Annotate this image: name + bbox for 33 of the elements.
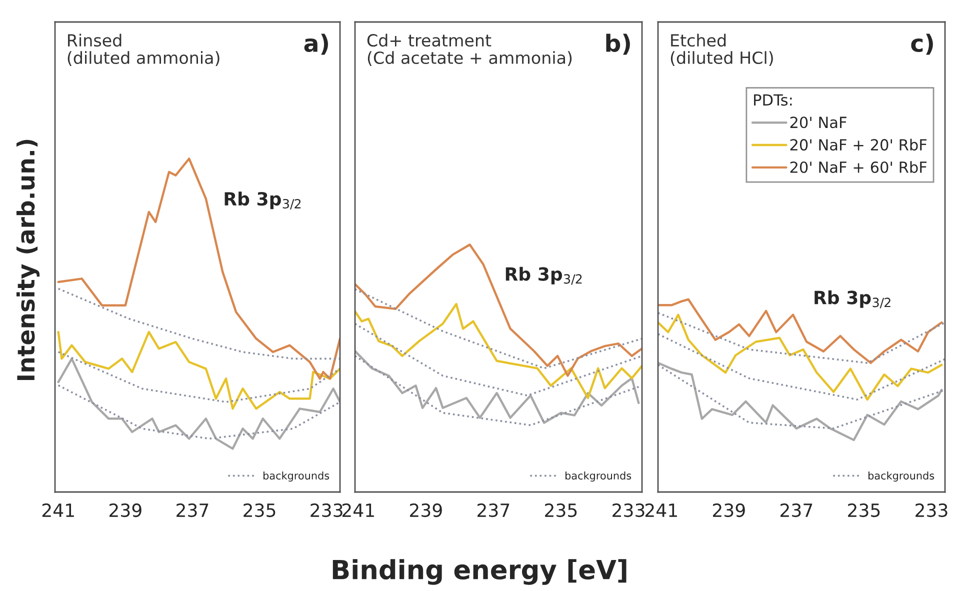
x-tick-label: 239 — [410, 503, 442, 518]
legend-label: backgrounds — [868, 472, 934, 482]
legend-label: backgrounds — [565, 472, 632, 482]
text: Rinsed (diluted ammonia) — [68, 34, 220, 66]
legend-title: PDTs: — [754, 94, 792, 106]
text: Etched (diluted HCl) — [670, 34, 773, 66]
legend-label: 20' NaF — [790, 116, 846, 128]
x-tick-label: 233 — [612, 503, 644, 518]
x-tick-label: 235 — [848, 503, 880, 518]
x-tick-label: 239 — [110, 503, 142, 518]
text: c) — [911, 34, 933, 55]
text: b) — [606, 34, 630, 55]
annotation: Rb 3p$_{3/2}$ — [814, 290, 890, 308]
x-tick-label: 235 — [244, 503, 276, 518]
x-tick-label: 235 — [545, 503, 577, 518]
x-tick-label: 237 — [478, 503, 510, 518]
x-tick-label: 233 — [916, 503, 948, 518]
text: a) — [304, 34, 328, 55]
x-tick-label: 241 — [42, 503, 74, 517]
x-tick-label: 237 — [780, 503, 812, 518]
x-tick-label: 241 — [645, 503, 677, 517]
y-axis-title: Intensity (arb.un.) — [16, 140, 40, 380]
x-axis-title: Binding energy [eV] — [332, 559, 626, 585]
annotation: Rb 3p$_{3/2}$ — [506, 266, 582, 285]
legend-label: backgrounds — [263, 472, 330, 482]
x-tick-label: 241 — [342, 503, 374, 517]
x-tick-label: 233 — [310, 503, 342, 518]
x-tick-label: 239 — [712, 503, 745, 518]
legend-label: 20' NaF + 60' RbF — [790, 161, 927, 174]
annotation: Rb 3p$_{3/2}$ — [224, 192, 301, 210]
text: Cd+ treatment (Cd acetate + ammonia) — [367, 34, 572, 66]
x-tick-label: 237 — [176, 503, 208, 518]
legend-label: 20' NaF + 20' RbF — [790, 138, 927, 151]
